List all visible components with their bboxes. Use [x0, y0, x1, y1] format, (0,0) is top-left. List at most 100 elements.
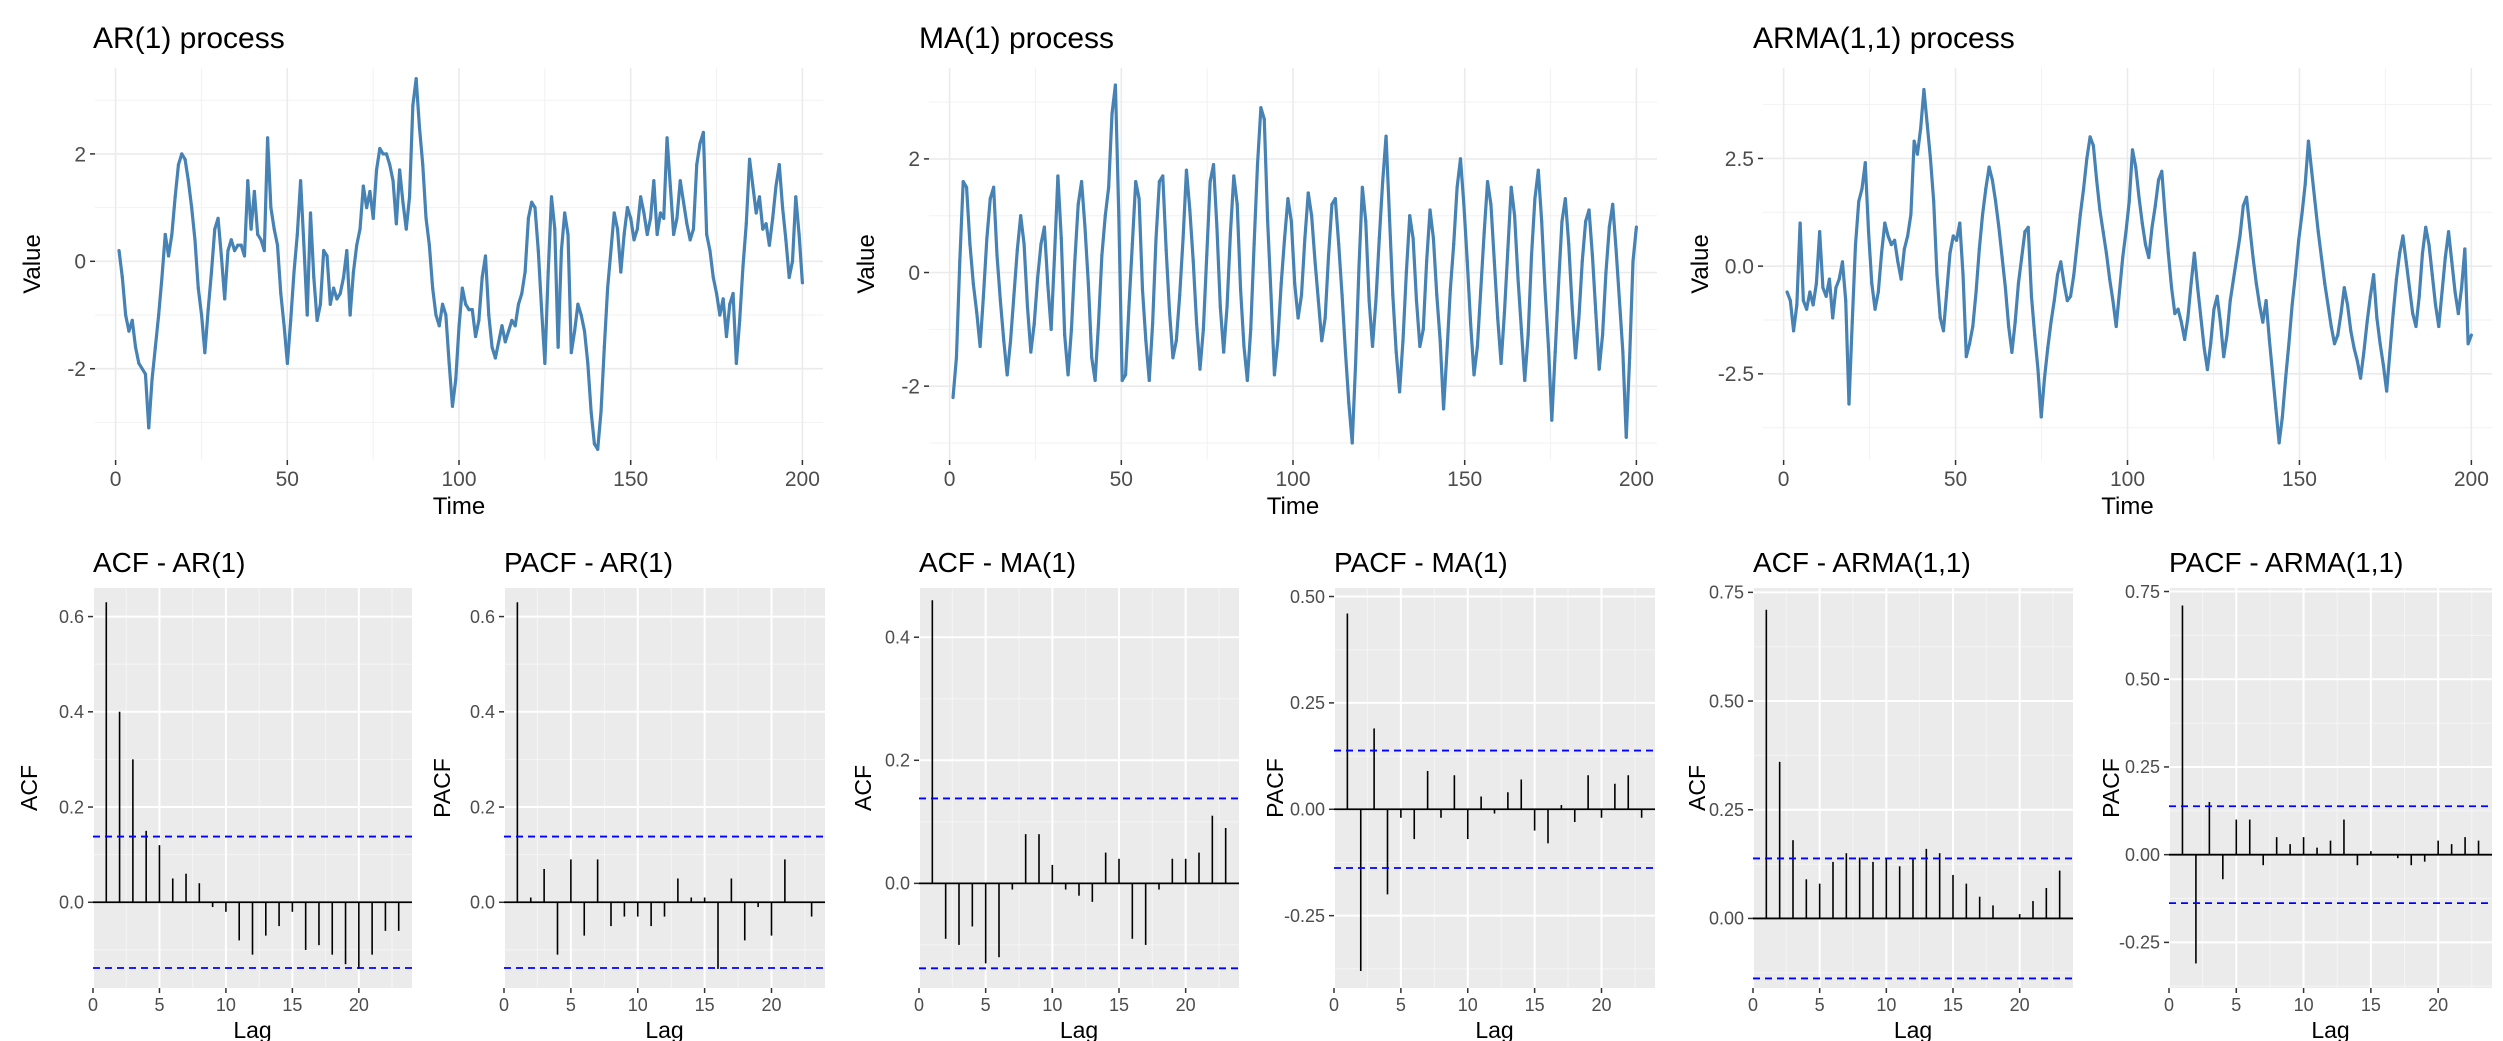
series-line-segment — [1245, 327, 1253, 383]
series-line-segment — [2176, 307, 2183, 324]
x-tick-label: 15 — [1109, 995, 1129, 1015]
x-tick-label: 50 — [1944, 468, 1967, 491]
x-tick-label: 0 — [110, 468, 122, 491]
series-line-segment — [2323, 281, 2330, 307]
series-line-segment — [2310, 169, 2317, 204]
y-tick-label: 0.25 — [1709, 800, 1744, 820]
series-line-segment — [358, 184, 365, 231]
series-line-segment — [2280, 376, 2288, 419]
series-line-segment — [424, 216, 431, 247]
series-line-segment — [1008, 293, 1016, 343]
x-tick-label: 100 — [441, 468, 476, 491]
series-line-segment — [794, 195, 801, 237]
series-line-segment — [427, 243, 435, 290]
series-line-segment — [1191, 259, 1199, 326]
series-line-segment — [701, 130, 709, 237]
series-line-segment — [1915, 126, 1923, 156]
series-line-segment — [308, 211, 316, 280]
x-tick-label: 0 — [2164, 995, 2174, 1015]
series-line-segment — [209, 227, 217, 274]
lag-bars — [516, 602, 813, 969]
series-line-segment — [2336, 311, 2343, 337]
series-line-segment — [1932, 199, 1939, 277]
y-axis-label: PACF — [429, 758, 455, 818]
series-line-segment — [1228, 174, 1236, 235]
x-tick-label: 20 — [2428, 995, 2448, 1015]
series-line-segment — [2450, 260, 2457, 294]
x-tick-label: 0 — [1748, 995, 1758, 1015]
series-line-segment — [2209, 307, 2216, 346]
series-line-segment — [1042, 225, 1050, 286]
series-line-segment — [724, 302, 732, 339]
series-line-segment — [1387, 214, 1395, 297]
y-tick-label: 2 — [908, 148, 920, 171]
series-line-segment — [2062, 281, 2069, 303]
series-line-segment — [520, 270, 527, 296]
y-tick-label: 0.00 — [2125, 845, 2160, 865]
series-line-segment — [513, 302, 521, 328]
series-line-segment — [1818, 230, 1825, 290]
series-line-segment — [2251, 255, 2258, 285]
series-line-segment — [2235, 234, 2242, 260]
series-line-segment — [1079, 180, 1087, 229]
series-line-segment — [1840, 260, 1848, 303]
series-line-segment — [563, 211, 570, 237]
series-line-segment — [1553, 282, 1561, 354]
series-line-segment — [2127, 148, 2135, 204]
series-line-segment — [573, 302, 580, 333]
y-tick-label: -2.5 — [1718, 363, 1754, 386]
series-line-segment — [1299, 236, 1307, 297]
series-line-segment — [2091, 143, 2099, 182]
series-line-segment — [1167, 310, 1175, 360]
series-line-segment — [265, 136, 273, 210]
pacf-ar1-chart: PACF - AR(1) 0 5 10 15 20 0.0 0.2 0.4 0.6 Lag PACF — [429, 547, 825, 1041]
series-line-segment — [767, 216, 775, 247]
series-line-segment — [1971, 290, 1978, 329]
x-tick-label: 20 — [761, 995, 781, 1015]
chart-title: ACF - MA(1) — [919, 547, 1076, 578]
series-line-segment — [2231, 255, 2239, 281]
y-tick-label: -2 — [901, 375, 920, 398]
lag-bars — [931, 600, 1227, 964]
x-tick-label: 0 — [944, 468, 956, 491]
series-line-segment — [2306, 139, 2314, 173]
series-line-segment — [2134, 165, 2141, 199]
series-line-segment — [1465, 259, 1473, 326]
series-line-segment — [2010, 320, 2017, 354]
series-line-segment — [543, 270, 550, 365]
series-line-segment — [1811, 281, 1818, 307]
series-line-segment — [1266, 219, 1273, 297]
series-line-segment — [1831, 286, 1838, 320]
series-line-segment — [483, 254, 491, 317]
series-line-segment — [1448, 242, 1456, 292]
x-tick-label: 10 — [1876, 995, 1896, 1015]
series-line-segment — [711, 275, 719, 296]
series-line-segment — [1853, 199, 1861, 247]
series-line-segment — [516, 291, 524, 306]
series-line-segment — [1370, 299, 1378, 348]
series-line-segment — [133, 345, 141, 365]
series-line-segment — [586, 361, 593, 414]
series-line-segment — [186, 179, 194, 210]
series-line-segment — [1289, 219, 1297, 286]
series-line-segment — [771, 184, 778, 220]
series-line-segment — [1899, 247, 1906, 281]
series-line-segment — [1543, 287, 1551, 348]
series-line-segment — [1201, 253, 1209, 331]
series-line-segment — [2104, 251, 2112, 281]
series-line-segment — [2463, 247, 2470, 346]
series-line-segment — [2049, 299, 2056, 324]
series-line-segment — [1479, 231, 1486, 292]
series-line-segment — [1222, 305, 1229, 354]
series-line-segment — [2140, 221, 2148, 247]
series-line-segment — [2192, 251, 2200, 290]
x-tick-label: 0 — [1778, 468, 1790, 491]
series-line-segment — [1580, 219, 1588, 263]
series-line-segment — [355, 227, 362, 247]
pacf-ar1-panel: PACF - AR(1) 0 5 10 15 20 0.0 0.2 0.4 0.6 Lag PACF — [413, 520, 834, 1041]
ar1-process-chart: AR(1) process 0 50 100 150 200 -2 0 2 Time Value — [19, 22, 823, 520]
series-line-segment — [1506, 185, 1513, 252]
series-line-segment — [1029, 322, 1036, 354]
pacf-ma1-chart: PACF - MA(1) 0 5 10 15 20 -0.25 0.00 0.25 0.50 Lag… — [1262, 547, 1655, 1041]
series-line-segment — [1140, 287, 1148, 343]
